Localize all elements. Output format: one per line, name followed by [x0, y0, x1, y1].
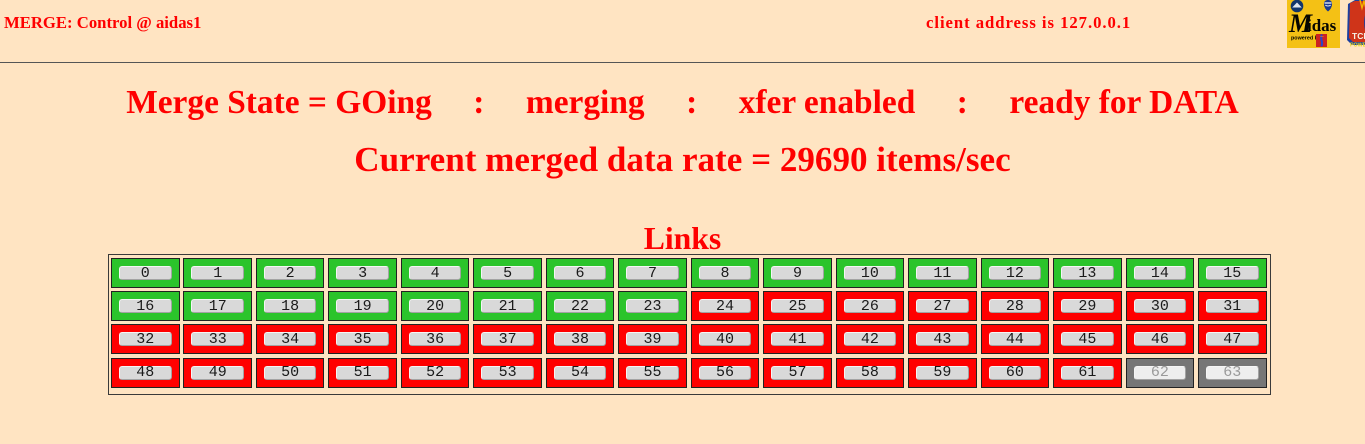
svg-text:idas: idas — [1307, 16, 1337, 35]
svg-text:TCL: TCL — [1352, 31, 1365, 41]
svg-text:POWERED: POWERED — [1350, 42, 1365, 48]
